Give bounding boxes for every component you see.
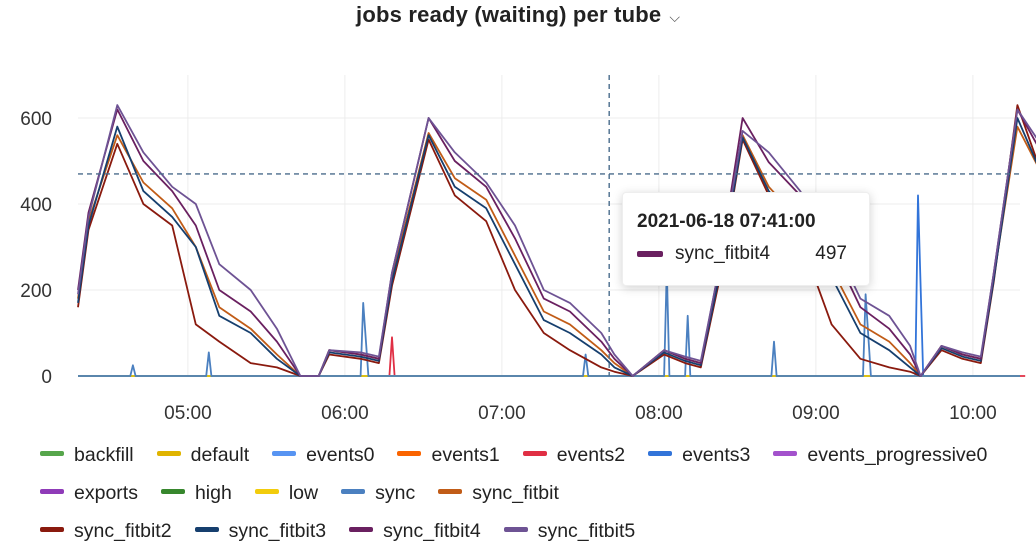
legend-label: default <box>190 444 250 466</box>
legend-label: exports <box>74 482 138 504</box>
tooltip-row: sync_fitbit4 497 <box>637 243 857 265</box>
legend-label: high <box>194 482 232 504</box>
legend-item-sync[interactable]: sync <box>341 482 415 505</box>
legend-item-events_progressive0[interactable]: events_progressive0 <box>773 444 987 467</box>
series-line-sync_fitbit[interactable] <box>77 125 1036 377</box>
legend-label: sync_fitbit4 <box>383 520 481 542</box>
legend-swatch <box>503 527 528 533</box>
x-axis: 05:00 06:00 07:00 08:00 09:00 10:00 <box>164 403 997 424</box>
x-tick-label: 10:00 <box>949 403 997 424</box>
legend-swatch <box>522 451 547 457</box>
legend-swatch <box>40 451 64 457</box>
legend-swatch <box>349 527 374 533</box>
legend-swatch <box>160 489 185 495</box>
legend-label: events1 <box>431 444 500 466</box>
legend-swatch <box>194 527 219 533</box>
legend-swatch <box>272 451 297 457</box>
legend-item-events3[interactable]: events3 <box>648 444 750 467</box>
legend-item-sync_fitbit[interactable]: sync_fitbit <box>438 482 559 505</box>
series-line-sync_fitbit5[interactable] <box>77 104 1036 377</box>
legend-label: events3 <box>682 444 751 466</box>
x-tick-label: 09:00 <box>792 403 840 424</box>
legend-item-events0[interactable]: events0 <box>272 444 374 467</box>
legend-swatch <box>648 451 673 457</box>
tooltip-series-name: sync_fitbit4 <box>675 243 771 264</box>
series-line-events3[interactable] <box>78 194 1020 377</box>
legend-label: low <box>288 482 319 504</box>
crosshair <box>78 75 1020 376</box>
x-tick-label: 06:00 <box>321 403 369 424</box>
legend-label: sync_fitbit <box>472 482 559 504</box>
chart-title: jobs ready (waiting) per tube <box>356 2 662 27</box>
series-line-sync_fitbit4[interactable] <box>77 108 1036 377</box>
legend-item-default[interactable]: default <box>156 444 250 467</box>
y-axis: 0 200 400 600 <box>20 109 52 388</box>
x-tick-label: 05:00 <box>164 403 212 424</box>
legend-item-backfill[interactable]: backfill <box>40 444 134 467</box>
legend-swatch <box>40 527 64 533</box>
legend-item-sync_fitbit3[interactable]: sync_fitbit3 <box>194 520 327 543</box>
legend-swatch <box>341 489 366 495</box>
y-tick-label: 600 <box>20 109 52 130</box>
legend-swatch <box>40 489 64 495</box>
legend-label: events_progressive0 <box>807 444 988 466</box>
chart-header[interactable]: jobs ready (waiting) per tube ⌵ <box>0 2 1036 28</box>
legend-label: sync <box>375 482 416 504</box>
tooltip-series-swatch <box>637 250 663 257</box>
legend-item-exports[interactable]: exports <box>40 482 138 505</box>
tooltip: 2021-06-18 07:41:00 sync_fitbit4 497 <box>622 192 870 286</box>
legend-item-sync_fitbit2[interactable]: sync_fitbit2 <box>40 520 172 543</box>
series-line-sync_fitbit3[interactable] <box>77 117 1036 377</box>
legend-label: backfill <box>74 444 134 466</box>
legend-item-events1[interactable]: events1 <box>397 444 500 467</box>
legend-swatch <box>156 451 181 457</box>
series-lines <box>77 104 1036 377</box>
tooltip-value: 497 <box>815 243 847 264</box>
tooltip-time: 2021-06-18 07:41:00 <box>637 211 816 232</box>
x-tick-label: 07:00 <box>478 403 526 424</box>
x-tick-label: 08:00 <box>635 403 683 424</box>
legend-label: sync_fitbit2 <box>74 520 172 542</box>
grid <box>78 75 1020 377</box>
y-tick-label: 0 <box>41 367 52 388</box>
legend-item-low[interactable]: low <box>254 482 319 505</box>
legend-item-events2[interactable]: events2 <box>522 444 626 467</box>
series-line-sync[interactable] <box>78 267 1020 377</box>
line-chart[interactable]: 0 200 400 600 05:00 06:00 07:00 08:00 09:00 10:0… <box>0 0 1036 440</box>
y-tick-label: 400 <box>20 195 52 216</box>
legend-row: sync_fitbit2 sync_fitbit3 sync_fitbit4 sync… <box>40 520 1030 558</box>
legend-item-sync_fitbit5[interactable]: sync_fitbit5 <box>503 520 636 543</box>
legend-swatch <box>773 451 798 457</box>
y-tick-label: 200 <box>20 281 52 302</box>
legend-label: events2 <box>556 444 626 466</box>
legend-row: exports high low sync sync_fitbit <box>40 482 1030 520</box>
legend-swatch <box>254 489 279 495</box>
chevron-down-icon[interactable]: ⌵ <box>669 9 680 26</box>
legend-label: events0 <box>306 444 375 466</box>
legend-item-sync_fitbit4[interactable]: sync_fitbit4 <box>349 520 481 543</box>
legend-item-high[interactable]: high <box>160 482 232 505</box>
legend-row: backfill default events0 events1 events2 even… <box>40 444 1030 482</box>
legend-swatch <box>438 489 463 495</box>
legend-label: sync_fitbit5 <box>537 520 636 542</box>
series-line-sync_fitbit2[interactable] <box>77 104 1036 377</box>
legend-swatch <box>397 451 422 457</box>
legend-label: sync_fitbit3 <box>228 520 327 542</box>
legend: backfill default events0 events1 events2 even… <box>40 444 1030 558</box>
